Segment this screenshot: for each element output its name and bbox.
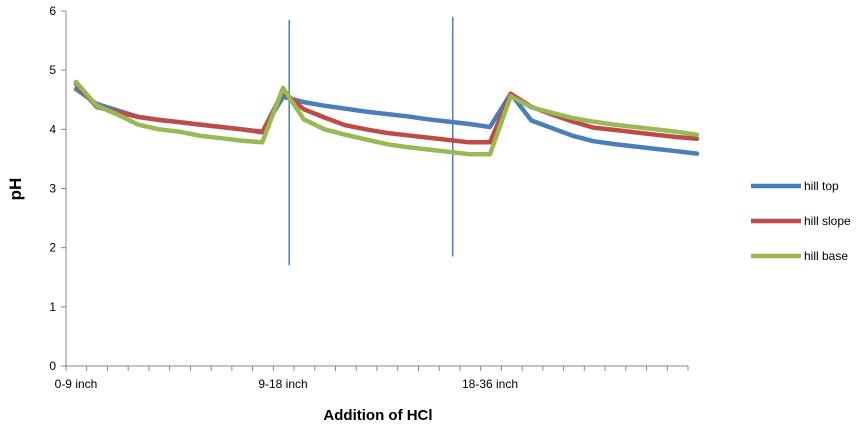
x-tick-label: 18-36 inch	[462, 377, 518, 391]
y-tick-label: 0	[49, 359, 56, 373]
y-tick-label: 4	[49, 122, 56, 136]
x-axis-title: Addition of HCl	[323, 407, 432, 424]
legend-item: hill top	[751, 179, 839, 193]
legend-label: hill slope	[804, 214, 851, 228]
series-line-hill-base	[73, 79, 700, 157]
y-tick-label: 3	[49, 182, 56, 196]
x-tick-label: 9-18 inch	[258, 377, 307, 391]
x-axis: 0-9 inch 9-18 inch 18-36 inch	[55, 365, 689, 391]
reference-lines	[288, 16, 454, 266]
legend: hill top hill slope hill base	[751, 179, 851, 263]
legend-item: hill slope	[751, 214, 851, 228]
y-tick-label: 5	[49, 63, 56, 77]
y-axis-title: pH	[6, 178, 25, 201]
y-tick-label: 2	[49, 241, 56, 255]
legend-label: hill top	[804, 179, 839, 193]
legend-item: hill base	[751, 249, 848, 263]
y-tick-label: 1	[49, 300, 56, 314]
series-line-hill-slope	[73, 81, 700, 145]
x-tick-label: 0-9 inch	[55, 377, 98, 391]
series-lines	[73, 79, 700, 157]
y-axis: 0 1 2 3 4 5 6	[49, 4, 67, 373]
y-tick-label: 6	[49, 4, 56, 18]
legend-label: hill base	[804, 249, 848, 263]
